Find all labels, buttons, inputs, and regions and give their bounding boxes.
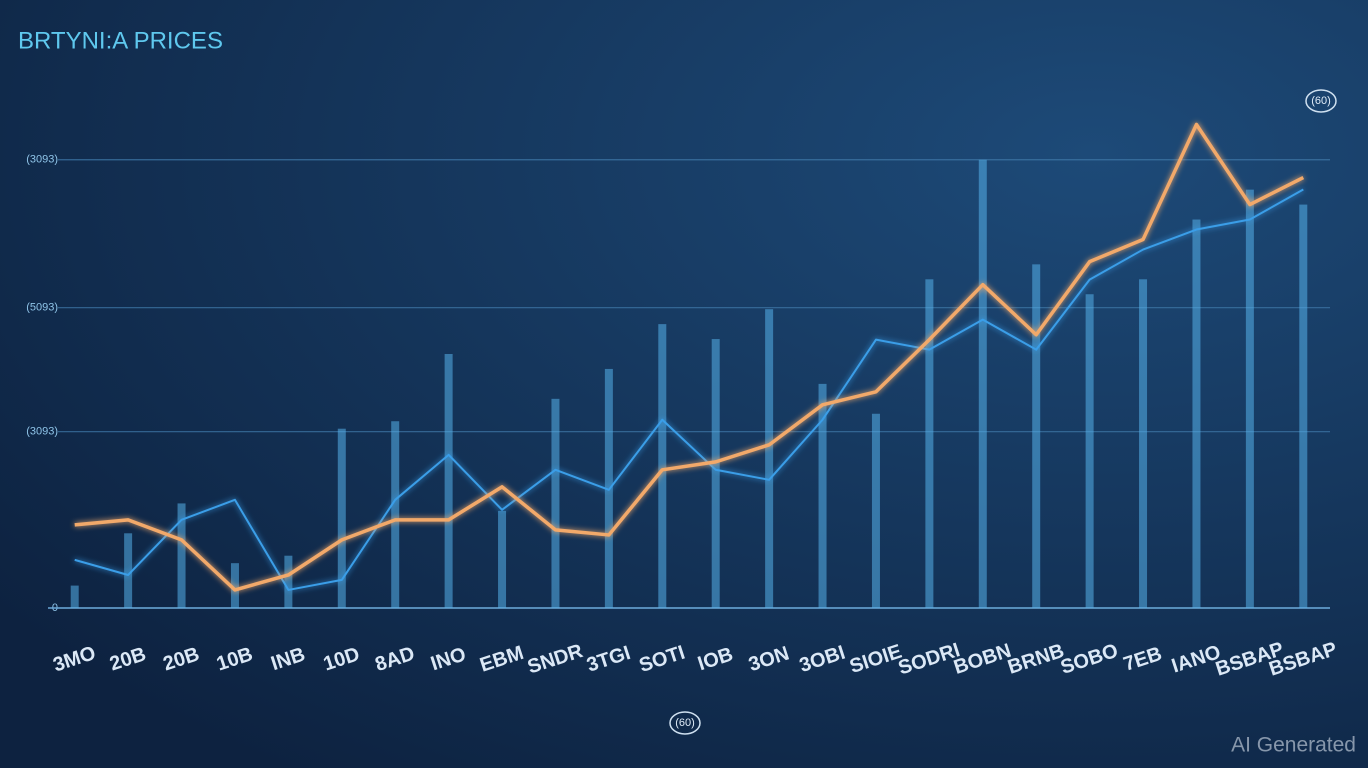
annotation-ring — [669, 711, 701, 735]
bar — [658, 324, 667, 608]
bar — [1085, 294, 1094, 608]
bar — [177, 503, 186, 608]
annotation: (60) — [1311, 95, 1331, 107]
bar — [337, 428, 346, 608]
price-line — [74, 188, 1304, 591]
bar — [70, 585, 79, 608]
y-tick-label: (5093) — [26, 302, 58, 314]
bar — [391, 421, 400, 608]
bar — [1192, 219, 1201, 608]
annotation: (60) — [675, 717, 695, 729]
bar — [1032, 264, 1041, 608]
bar — [978, 159, 987, 608]
bar — [818, 383, 827, 608]
bar — [925, 279, 934, 608]
y-tick-label: (3093) — [26, 154, 58, 166]
bar — [1299, 204, 1308, 608]
bar — [284, 555, 293, 608]
bar — [551, 398, 560, 608]
bar — [1139, 279, 1148, 608]
bar — [444, 354, 453, 608]
price-line — [74, 122, 1305, 592]
bar — [765, 309, 774, 608]
bar — [124, 533, 133, 608]
watermark: AI Generated — [1231, 734, 1356, 757]
annotation-ring — [1305, 89, 1337, 113]
bar — [711, 339, 720, 608]
bar — [871, 413, 880, 608]
y-tick-label: (3093) — [26, 426, 58, 438]
bar — [498, 510, 507, 608]
chart-title: BRTYNI:A PRICES — [18, 27, 223, 54]
bar — [230, 563, 239, 608]
bar — [1245, 189, 1254, 608]
